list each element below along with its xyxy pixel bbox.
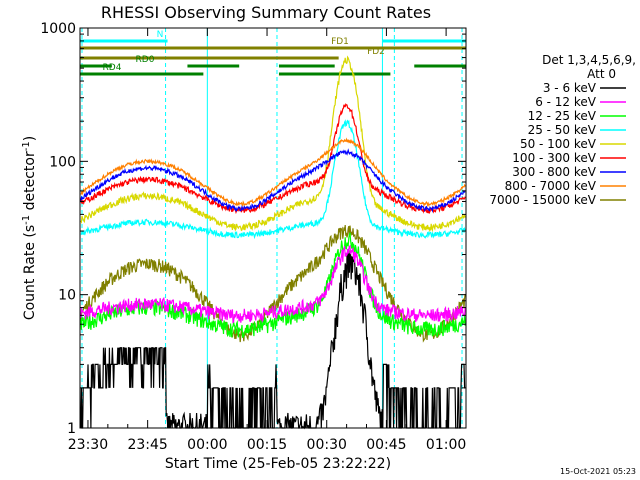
y-tick-label: 1000 [40, 21, 76, 37]
flag-label-fd2: FD2 [367, 47, 385, 57]
legend-entry-label: 800 - 7000 keV [505, 179, 597, 193]
series-line-50-100-kev [80, 55, 466, 233]
legend-header-attenuator: Att 0 [587, 67, 616, 81]
x-tick-label: 00:45 [366, 437, 406, 453]
x-axis-label: Start Time (25-Feb-05 23:22:22) [165, 456, 391, 472]
y-tick-label: 100 [49, 154, 76, 170]
x-tick-label: 00:15 [247, 437, 287, 453]
legend-entry-label: 7000 - 15000 keV [489, 193, 596, 207]
flag-label-n: N [157, 30, 164, 40]
flag-label-rd4: RD4 [103, 63, 122, 73]
legend-header-detectors: Det 1,3,4,5,6,9, [542, 53, 636, 67]
x-tick-label: 23:30 [68, 437, 108, 453]
plot-frame [79, 27, 467, 429]
y-axis: 1 10 100 1000 [40, 21, 466, 437]
x-tick-label: 00:30 [307, 437, 347, 453]
series-line-25-50-kev [80, 119, 466, 240]
x-axis: 23:30 23:45 00:00 00:15 00:30 00:45 01:00 [68, 28, 467, 453]
series-line-12-25-kev [80, 232, 466, 339]
legend-entry-label: 100 - 300 keV [512, 151, 596, 165]
series-group [80, 55, 466, 430]
footer-timestamp: 15-Oct-2021 05:23 [560, 467, 636, 476]
series-line-800-7000-kev [80, 137, 466, 208]
legend-entry-label: 300 - 800 keV [512, 165, 596, 179]
series-line-100-300-kev [80, 103, 466, 215]
y-tick-label: 10 [58, 288, 76, 304]
series-line-6-12-kev [80, 245, 466, 324]
x-tick-label: 00:00 [187, 437, 227, 453]
y-axis-label: Count Rate (s-1 detector-1) [21, 136, 38, 320]
legend-entry-label: 3 - 6 keV [543, 81, 597, 95]
plot-area: N FD1 FD2 RD0 RD4 [79, 27, 467, 430]
flag-label-fd1: FD1 [331, 37, 349, 47]
legend-entry-label: 12 - 25 keV [528, 109, 597, 123]
x-tick-label: 23:45 [127, 437, 167, 453]
series-line-300-800-kev [80, 148, 466, 213]
legend-entry-label: 25 - 50 keV [528, 123, 597, 137]
y-tick-label: 1 [67, 421, 76, 437]
x-tick-label: 01:00 [426, 437, 466, 453]
legend-entry-label: 50 - 100 keV [520, 137, 597, 151]
legend-entry-label: 6 - 12 keV [535, 95, 597, 109]
chart-title: RHESSI Observing Summary Count Rates [101, 3, 431, 22]
flag-label-rd0: RD0 [136, 55, 155, 65]
